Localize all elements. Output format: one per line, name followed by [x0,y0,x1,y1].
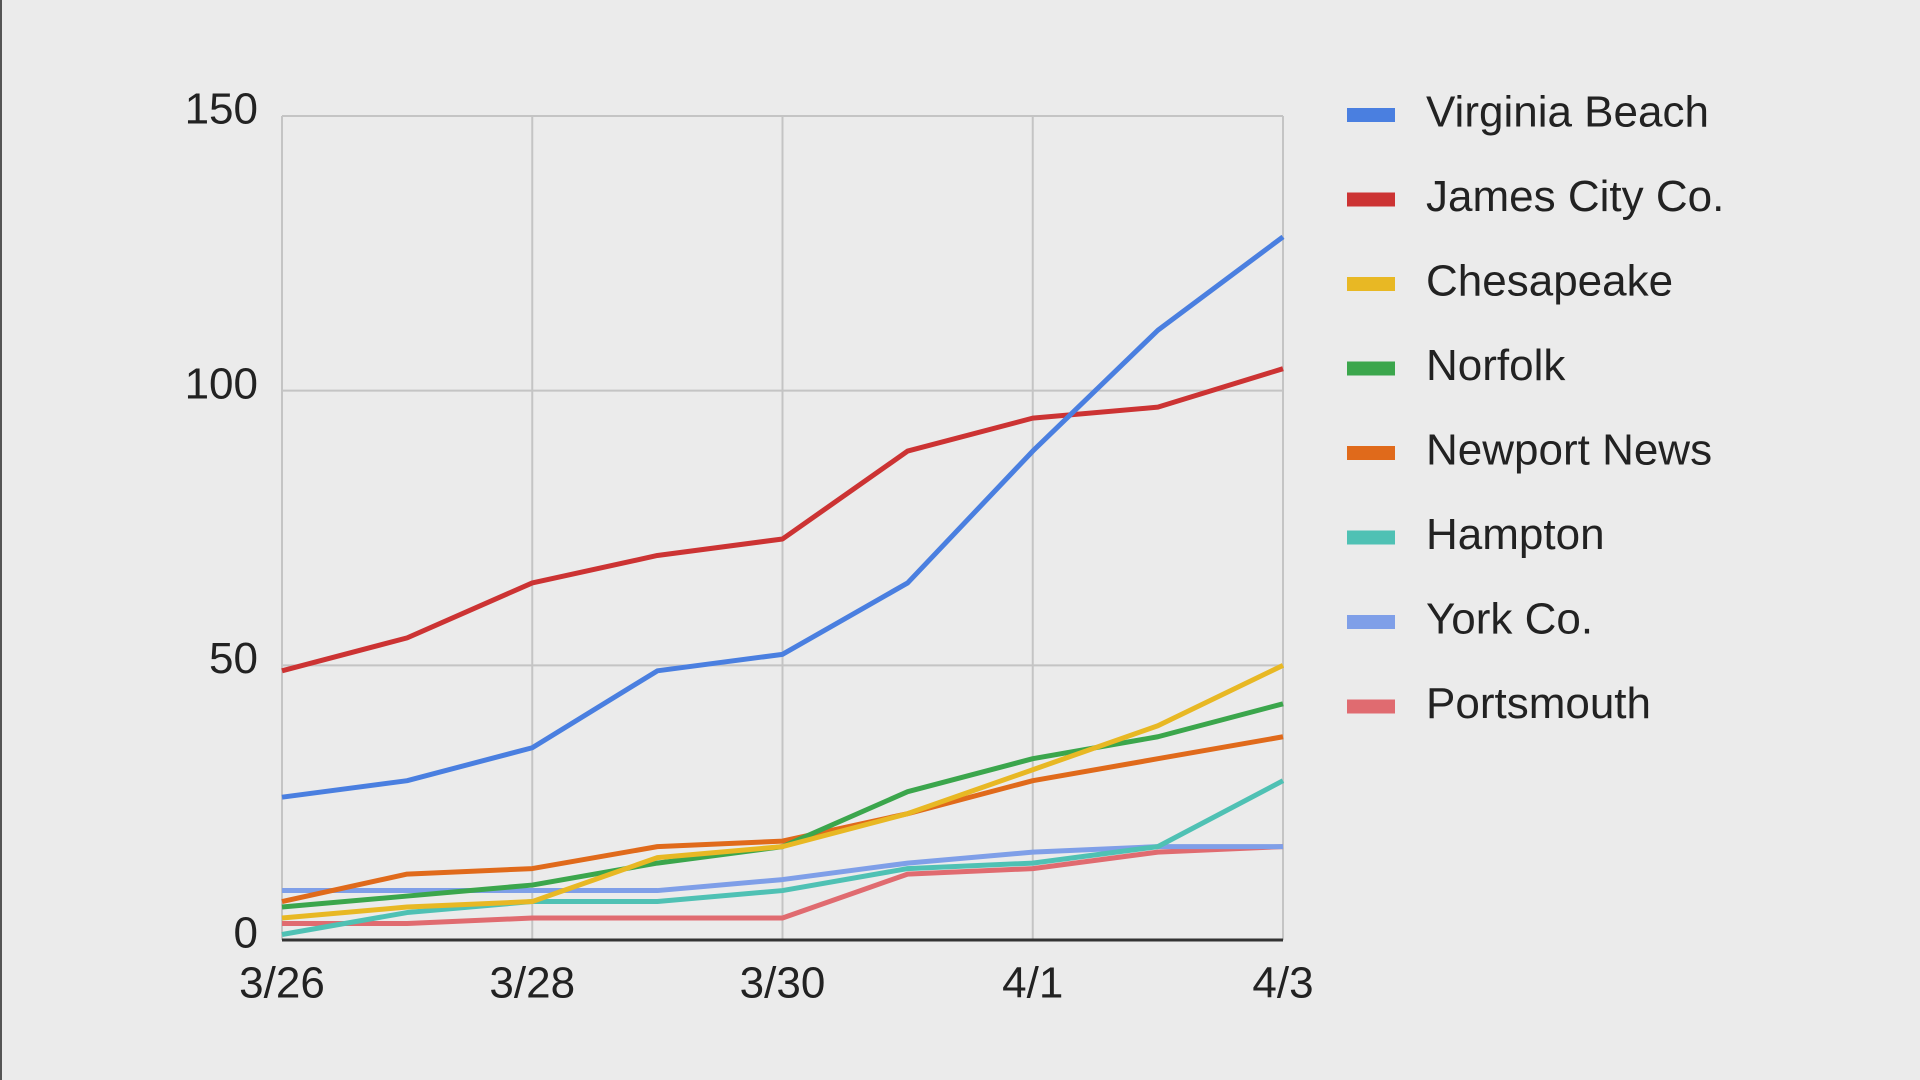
series-line [281,778,1285,937]
legend-label: Hampton [1426,510,1605,559]
legend-label: Chesapeake [1426,257,1673,306]
y-tick-label: 0 [234,909,258,958]
legend-swatch [1347,446,1395,460]
series-line [281,234,1285,800]
legend-label: Norfolk [1426,341,1566,390]
legend-label: James City Co. [1426,172,1724,221]
legend-label: Newport News [1426,426,1712,475]
legend-swatch [1347,361,1395,376]
legend-swatch [1347,615,1395,629]
legend-label: Portsmouth [1426,679,1651,728]
x-tick-label: 3/30 [740,959,826,1008]
series-line [281,663,1285,921]
legend-swatch [1347,108,1395,122]
x-tick-label: 3/28 [489,959,575,1008]
x-tick-label: 3/26 [239,959,325,1008]
legend-swatch [1347,277,1395,291]
x-tick-label: 4/3 [1252,959,1313,1008]
legend-label: York Co. [1426,595,1593,644]
y-tick-label: 100 [185,359,258,408]
legend-label: Virginia Beach [1426,88,1709,137]
series-line [281,366,1284,674]
legend-swatch [1347,192,1395,207]
x-tick-label: 4/1 [1002,959,1063,1008]
legend-swatch [1347,530,1395,545]
legend-swatch [1347,699,1395,714]
series-line [282,844,1284,927]
series-line [281,734,1284,904]
y-tick-label: 150 [185,85,258,134]
y-tick-label: 50 [209,634,258,683]
